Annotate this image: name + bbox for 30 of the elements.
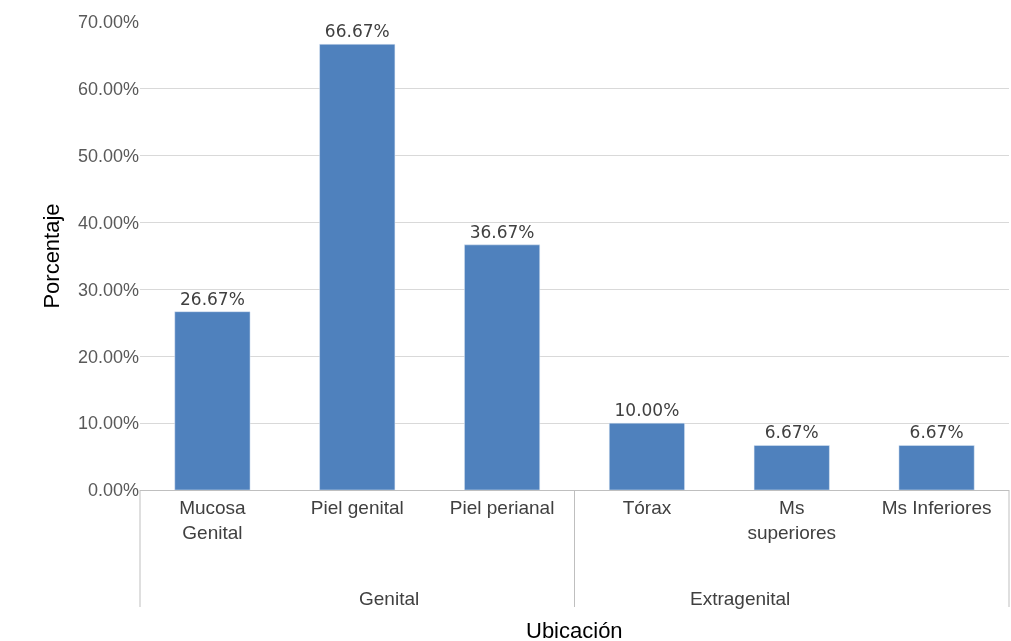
data-label: 6.67%: [909, 422, 964, 443]
x-tick-label: Piel genital: [310, 496, 404, 518]
data-label: 6.67%: [764, 422, 819, 443]
text: Genital: [359, 588, 420, 609]
data-label: 66.67%: [324, 21, 390, 42]
bar: [464, 244, 540, 490]
x-tick-label: Ms Inferiores: [881, 496, 992, 518]
data-label: 26.67%: [180, 288, 245, 309]
y-tick-label: 30.00%: [77, 279, 139, 300]
y-tick-label: 10.00%: [77, 413, 139, 434]
data-label: 36.67%: [469, 221, 535, 242]
data-label: 10.00%: [614, 400, 680, 421]
text: Extragenital: [690, 588, 791, 609]
y-axis-title: Porcentaje: [38, 203, 64, 309]
bar: [753, 445, 830, 490]
y-tick-label: 50.00%: [77, 146, 139, 167]
bar: [898, 445, 975, 490]
bar: [174, 311, 251, 490]
y-tick-label: 20.00%: [77, 346, 139, 367]
bar: [609, 422, 685, 490]
x-axis-title: Ubicación: [526, 618, 623, 641]
y-tick-label: 40.00%: [77, 212, 139, 233]
y-tick-label: 0.00%: [87, 480, 139, 501]
x-tick-label: Ms superiores: [747, 496, 837, 543]
y-tick-label: 70.00%: [77, 12, 139, 33]
x-tick-label: Tórax: [622, 496, 672, 518]
x-tick-label: Piel perianal: [449, 496, 555, 518]
bar: [319, 44, 396, 490]
y-tick-label: 60.00%: [77, 79, 139, 100]
x-tick-label: Mucosa Genital: [179, 496, 247, 543]
